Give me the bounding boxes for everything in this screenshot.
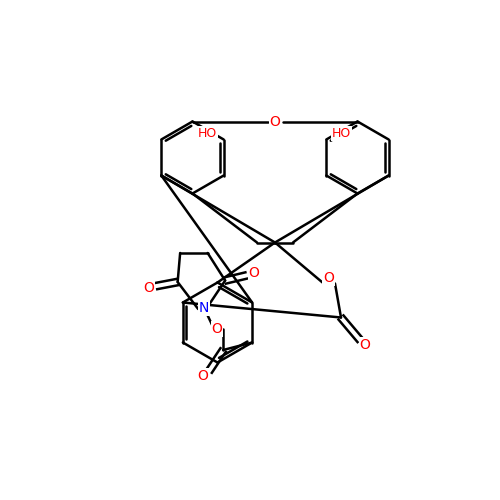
Text: O: O [248, 266, 259, 280]
Text: O: O [323, 272, 334, 285]
Text: O: O [270, 114, 280, 128]
Text: HO: HO [332, 127, 351, 140]
Text: O: O [211, 322, 222, 336]
Text: N: N [199, 301, 209, 315]
Text: HO: HO [198, 127, 218, 140]
Text: O: O [198, 369, 208, 383]
Text: O: O [360, 338, 370, 352]
Text: O: O [144, 282, 154, 296]
